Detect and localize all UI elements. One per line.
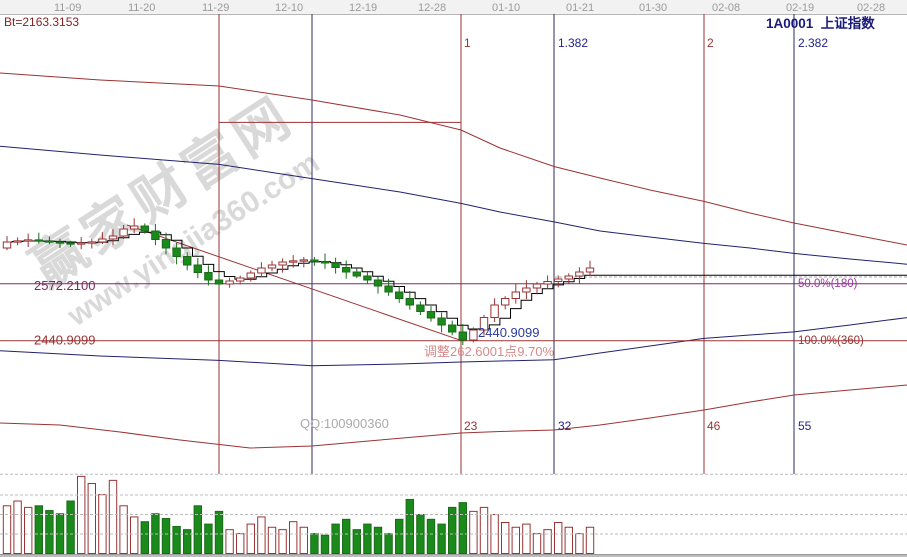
svg-text:46: 46 — [707, 419, 721, 433]
svg-text:55: 55 — [798, 419, 812, 433]
svg-text:1.382: 1.382 — [558, 36, 588, 50]
svg-text:32: 32 — [558, 419, 572, 433]
svg-text:2.382: 2.382 — [798, 36, 828, 50]
svg-text:50.0%(180): 50.0%(180) — [798, 278, 858, 290]
svg-text:100.0%(360): 100.0%(360) — [798, 335, 864, 347]
svg-text:1: 1 — [464, 36, 471, 50]
svg-text:QQ:100900360: QQ:100900360 — [300, 416, 389, 431]
svg-text:调整262.6001点9.70%: 调整262.6001点9.70% — [424, 344, 555, 359]
svg-text:2: 2 — [707, 36, 714, 50]
svg-text:2440.9099: 2440.9099 — [478, 325, 539, 340]
svg-text:23: 23 — [464, 419, 478, 433]
svg-text:2440.9099: 2440.9099 — [34, 333, 95, 348]
svg-text:2572.2100: 2572.2100 — [34, 278, 95, 293]
